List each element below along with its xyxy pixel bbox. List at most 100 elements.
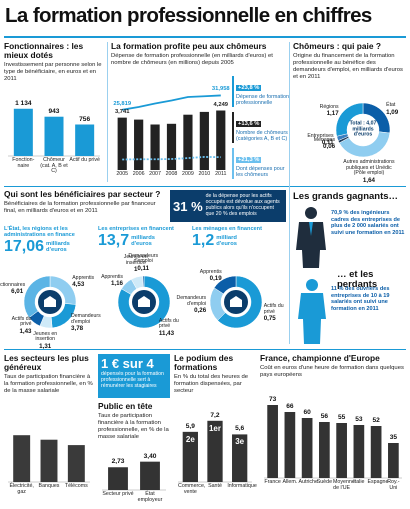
bar [388,443,399,478]
slice-name: Apprentis [199,268,222,275]
bar [40,439,58,482]
chart-panel: Chômeurs : qui paie ? Origine du financem… [293,42,406,184]
value-label: 60 [303,409,311,416]
slice-value: 0,11 [137,265,150,272]
callout-headline: 31 % [173,198,203,214]
value-label: 56 [320,413,329,420]
losers-title: … et les perdants [337,269,378,290]
chart-title: La formation profite peu aux chômeurs [111,41,267,51]
chart-subtitle: Origine du financement de la formation p… [293,52,403,80]
value-label: 2,73 [111,458,125,466]
value-label: 25,819 [113,100,132,107]
bar [75,124,95,156]
line [122,94,221,111]
slice-label: Demandeurs d'emploi 0,11 [127,253,159,272]
chart-title: Le podium des formations [174,353,234,372]
rule [4,349,406,350]
value-label: 7,2 [210,411,220,419]
x-tick-label: 2005 [116,171,129,177]
chart-header: Les ménages en financent 1,2 milliard d'eu… [192,226,286,249]
slice-name: Demandeurs d'emploi [128,253,159,265]
callout-text: de la dépense pour les actifs occupés es… [205,193,280,217]
chart-subtitle: Coût en euros d'une heure de formation d… [260,364,404,378]
slice-label: État 1,09 [386,102,410,115]
value-label: 756 [79,115,91,123]
slice-value: 3,78 [71,325,84,333]
x-tick-label: Chômeur (cat. A, B et C) [40,157,68,175]
chart [209,275,263,329]
slice [213,275,237,295]
bar [117,117,127,170]
chart [8,108,100,157]
chart-header: La formation profite peu aux chômeurs Dép… [111,42,287,67]
slice [142,275,145,288]
value-label: 5,6 [235,425,245,433]
slice-label: Actifs du privé 11,43 [159,318,191,337]
losers-text: 11 % des ouvriers des entreprises de 10 … [331,286,390,313]
legend-entry: +21,3 % Dont dépenses pour les chômeurs [232,148,291,179]
x-tick-label: Moyenne de l'UE [333,479,355,491]
chart-header: Le podium des formations En % du total de… [174,354,256,395]
winners-text: 70,9 % des ingénieurs cadres des entrepr… [331,210,405,237]
slice-name: Apprentis [101,273,123,280]
chart-panel: Le podium des formations En % du total de… [174,354,257,504]
change-badge: +23,8 % [236,85,262,91]
rule [4,36,406,38]
chart [264,405,402,479]
bar [216,110,226,170]
slice-label: Demandeurs d'emploi 0,26 [176,295,206,314]
chart-subtitle: Dépense de formation professionnelle (en… [111,52,273,66]
x-tick-label: 2010 [198,171,211,177]
chart-subtitle: Taux de participation financière à la fo… [98,412,169,440]
slice-label: Actifs du privé 1,43 [0,315,32,335]
callout: 31 % de la dépense pour les actifs occup… [170,190,286,222]
value-label: 3,741 [114,108,130,115]
bar [108,467,128,490]
x-tick-label: Électricité, gaz [9,483,34,495]
slice-label: Demandeurs d'emploi 3,78 [71,313,103,333]
slice-name: Ménages [313,136,336,143]
slice-label: Jeunes en insertion 1 [120,255,152,274]
slice-value: 6,01 [11,287,24,295]
rank-label: 3e [235,437,245,447]
callout: 1 € sur 4 dépensés pour la formation pro… [98,354,170,398]
bar [67,445,85,482]
x-tick-label: Autriche [298,479,318,485]
x-tick-label: Commerce, vente [178,483,206,495]
bar [336,423,347,478]
slice-label: Apprentis 4,53 [72,275,104,288]
change-badge: +13,6 % [236,121,262,127]
chart-panel: Fonctionnaires : les mieux dotés Investis… [4,42,104,182]
legend-label: Dépense de formation professionnelle [236,94,290,106]
silhouette [296,207,326,268]
slice-label: Jeunes en insertion 1,31 [29,331,61,350]
winners-title: Les grands gagnants… [293,191,399,202]
chart [335,102,391,158]
total-row: 13,7 milliards d'euros [98,233,190,249]
x-tick-label: 2007 [149,171,161,177]
x-tick-label: État employeur [137,491,163,503]
slice-label: Régions 1,17 [287,103,339,117]
divider [107,42,108,182]
slice-name: Régions [319,103,339,110]
chart-header: Fonctionnaires : les mieux dotés Investis… [4,42,104,83]
x-tick-label: Banques [38,483,60,489]
slice-label: Fonctionnaires6,01 [0,281,26,295]
chart-panel: L'État, les régions et les administratio… [0,226,101,350]
chart-header: Les entreprises en financent 13,7 milliard… [98,226,190,249]
chart-header: L'État, les régions et les administratio… [4,226,96,255]
slice-name: Demandeurs d'emploi [71,313,101,325]
slice-name: Fonctionnaires [0,281,26,288]
value-label: 35 [389,434,398,441]
value-label: 66 [286,403,294,410]
total-unit: milliards d'euros [131,235,155,248]
bar [140,461,160,490]
bar [13,108,33,156]
slice-name: Actifs du privé [11,315,32,328]
section-subtitle: Bénéficiaires de la formation profession… [4,200,156,214]
chart-title: Les ménages en financent [192,226,262,232]
bar [232,434,248,482]
slice-label: Entreprises 0,11 [282,133,333,146]
slice-label: Actifs du privé 0,75 [264,304,294,323]
